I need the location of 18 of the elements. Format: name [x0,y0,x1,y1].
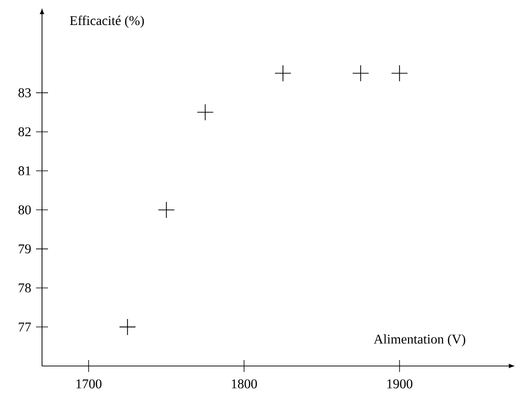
x-tick-label: 1700 [76,379,102,388]
point [196,104,214,121]
y-tick-label: 82 [18,127,31,136]
point [158,201,175,218]
x-axis-title: Alimentation (V) [374,334,466,346]
y-axis-title: Efficacité (%) [70,16,144,28]
y-tick-label: 77 [18,322,31,332]
x-tick-label: 1900 [387,379,412,388]
x-tick-label: 1800 [232,379,257,388]
point [391,64,408,82]
y-tick-label: 80 [18,205,31,214]
point [119,318,136,336]
point [274,64,292,82]
y-tick-label: 83 [18,88,31,98]
y-tick-label: 79 [18,244,31,254]
y-tick-label: 81 [18,166,31,176]
point [352,64,370,82]
y-tick-label: 78 [18,283,31,292]
